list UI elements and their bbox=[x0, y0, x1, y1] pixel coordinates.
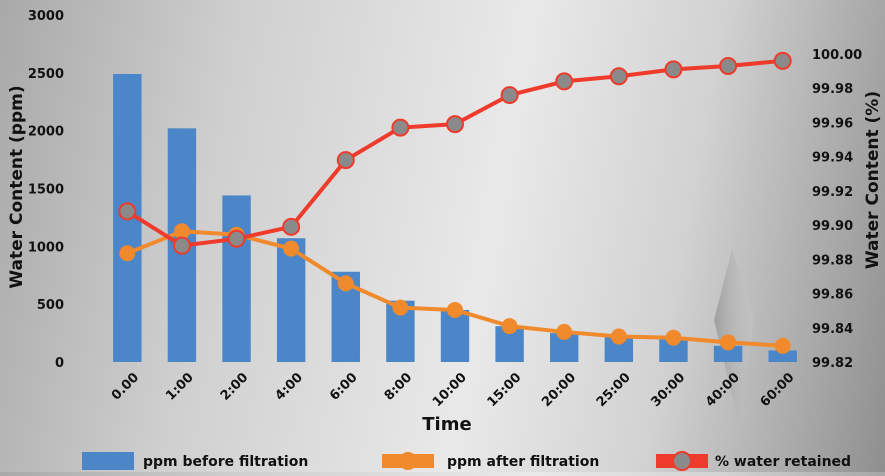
point-water-retained-1:00 bbox=[172, 236, 191, 255]
bar-ppm-before-60:00 bbox=[768, 350, 797, 362]
bars-layer bbox=[113, 73, 797, 363]
point-ppm-after-30:00 bbox=[665, 329, 682, 346]
x-tick-label: 6:00 bbox=[327, 370, 360, 403]
y2-tick-label: 99.98 bbox=[812, 82, 853, 97]
bar-ppm-before-10:00 bbox=[440, 309, 470, 362]
legend-label-water-retained: % water retained bbox=[715, 454, 851, 470]
y2-tick-label: 99.84 bbox=[812, 322, 853, 337]
x-tick-label: 15:00 bbox=[485, 370, 525, 410]
y-tick-label: 500 bbox=[37, 298, 64, 313]
point-water-retained-30:00 bbox=[664, 60, 683, 79]
legend-swatch-water-retained-marker bbox=[672, 451, 692, 471]
y2-tick-label: 99.88 bbox=[812, 253, 853, 268]
x-tick-label: 4:00 bbox=[273, 370, 306, 403]
point-water-retained-40:00 bbox=[719, 56, 738, 75]
background-shard-decoration bbox=[714, 250, 755, 420]
x-tick-label: 30:00 bbox=[648, 370, 688, 410]
x-tick-label: 25:00 bbox=[594, 370, 634, 410]
point-ppm-after-20:00 bbox=[556, 323, 573, 340]
bar-ppm-before-40:00 bbox=[713, 345, 743, 362]
y2-tick-label: 99.90 bbox=[812, 219, 853, 234]
point-ppm-after-4:00 bbox=[283, 240, 300, 257]
point-ppm-after-6:00 bbox=[337, 275, 354, 292]
x-tick-label: 1:00 bbox=[163, 370, 196, 403]
legend-label-ppm-before: ppm before filtration bbox=[143, 454, 308, 470]
point-ppm-after-40:00 bbox=[720, 334, 737, 351]
point-water-retained-4:00 bbox=[282, 217, 301, 236]
legend-label-ppm-after: ppm after filtration bbox=[447, 454, 599, 470]
x-tick-label: 0.00 bbox=[109, 370, 142, 403]
y2-tick-label: 99.96 bbox=[812, 116, 853, 131]
point-water-retained-20:00 bbox=[555, 72, 574, 91]
x-tick-label: 8:00 bbox=[382, 370, 415, 403]
legend-swatch-ppm-before bbox=[82, 452, 134, 470]
lines-layer bbox=[118, 51, 792, 354]
legend-swatch-ppm-after-marker bbox=[399, 452, 417, 470]
point-water-retained-0.00 bbox=[118, 202, 137, 221]
bar-ppm-before-2:00 bbox=[222, 195, 251, 362]
x-tick-label: 20:00 bbox=[539, 370, 579, 410]
legend: ppm before filtration ppm after filtrati… bbox=[82, 451, 851, 471]
point-ppm-after-10:00 bbox=[447, 301, 463, 318]
point-water-retained-10:00 bbox=[446, 115, 464, 134]
point-water-retained-2:00 bbox=[227, 229, 246, 248]
y-tick-label: 2500 bbox=[28, 67, 64, 82]
point-water-retained-25:00 bbox=[609, 67, 628, 86]
x-tick-label: 10:00 bbox=[430, 370, 470, 410]
y-axis-title: Water Content (ppm) bbox=[7, 85, 27, 288]
point-water-retained-60:00 bbox=[773, 51, 792, 70]
point-water-retained-8:00 bbox=[391, 118, 410, 137]
y-tick-label: 3000 bbox=[28, 9, 64, 24]
y2-tick-label: 99.86 bbox=[812, 288, 853, 303]
x-tick-label: 60:00 bbox=[758, 370, 798, 410]
point-water-retained-15:00 bbox=[500, 86, 519, 105]
y-tick-label: 1000 bbox=[28, 240, 64, 255]
point-ppm-after-15:00 bbox=[501, 318, 518, 335]
y2-axis-title: Water Content (%) bbox=[863, 91, 883, 269]
y-tick-label: 1500 bbox=[28, 183, 64, 198]
point-ppm-after-60:00 bbox=[774, 337, 791, 354]
y-tick-label: 2000 bbox=[28, 125, 64, 140]
y-tick-label: 0 bbox=[55, 356, 64, 371]
bar-ppm-before-4:00 bbox=[276, 238, 306, 362]
y2-tick-label: 99.82 bbox=[812, 356, 853, 371]
y2-tick-label: 100.00 bbox=[812, 48, 862, 63]
point-ppm-after-25:00 bbox=[610, 328, 627, 345]
point-ppm-after-0.00 bbox=[119, 245, 136, 262]
point-water-retained-6:00 bbox=[336, 151, 355, 170]
y2-tick-label: 99.92 bbox=[812, 185, 853, 200]
y2-tick-label: 99.94 bbox=[812, 151, 853, 166]
point-ppm-after-1:00 bbox=[173, 223, 190, 240]
x-tick-label: 2:00 bbox=[218, 370, 251, 403]
point-ppm-after-8:00 bbox=[392, 299, 409, 316]
x-axis-title: Time bbox=[422, 414, 471, 435]
